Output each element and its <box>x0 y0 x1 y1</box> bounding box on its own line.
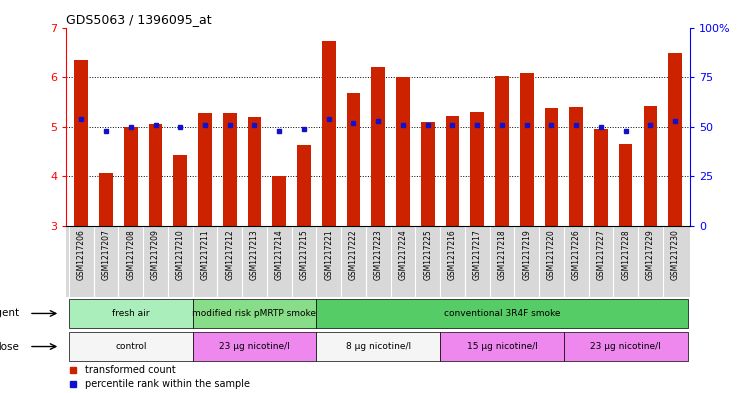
Text: GSM1217229: GSM1217229 <box>646 230 655 280</box>
Bar <box>322 41 336 226</box>
Bar <box>619 144 632 226</box>
Bar <box>69 332 193 362</box>
Text: 15 μg nicotine/l: 15 μg nicotine/l <box>466 342 537 351</box>
Text: GSM1217210: GSM1217210 <box>176 230 184 280</box>
Bar <box>69 299 193 328</box>
Text: GSM1217208: GSM1217208 <box>126 230 135 280</box>
Text: GSM1217209: GSM1217209 <box>151 230 160 281</box>
Text: GSM1217213: GSM1217213 <box>250 230 259 280</box>
Bar <box>545 108 558 226</box>
Bar <box>317 332 440 362</box>
Bar <box>421 122 435 226</box>
Bar <box>594 129 608 226</box>
Text: 23 μg nicotine/l: 23 μg nicotine/l <box>590 342 661 351</box>
Bar <box>124 127 137 226</box>
Text: GSM1217222: GSM1217222 <box>349 230 358 280</box>
Bar <box>199 113 212 226</box>
Bar <box>317 299 688 328</box>
Text: GSM1217211: GSM1217211 <box>201 230 210 280</box>
Text: modified risk pMRTP smoke: modified risk pMRTP smoke <box>193 309 317 318</box>
Text: GSM1217217: GSM1217217 <box>473 230 482 280</box>
Text: GSM1217214: GSM1217214 <box>275 230 283 280</box>
Text: 8 μg nicotine/l: 8 μg nicotine/l <box>345 342 411 351</box>
Text: GSM1217219: GSM1217219 <box>523 230 531 280</box>
Bar <box>193 332 317 362</box>
Bar <box>669 53 682 226</box>
Text: GSM1217227: GSM1217227 <box>596 230 605 280</box>
Bar <box>570 107 583 226</box>
Bar <box>347 93 360 226</box>
Bar <box>396 77 410 226</box>
Text: GSM1217206: GSM1217206 <box>77 230 86 281</box>
Text: fresh air: fresh air <box>112 309 150 318</box>
Bar <box>564 332 688 362</box>
Text: GSM1217223: GSM1217223 <box>373 230 383 280</box>
Bar <box>470 112 484 226</box>
Bar <box>248 117 261 226</box>
Bar <box>297 145 311 226</box>
Text: GSM1217215: GSM1217215 <box>300 230 308 280</box>
Text: control: control <box>115 342 147 351</box>
Text: GSM1217216: GSM1217216 <box>448 230 457 280</box>
Bar <box>223 113 237 226</box>
Text: GSM1217207: GSM1217207 <box>102 230 111 281</box>
Text: percentile rank within the sample: percentile rank within the sample <box>85 379 250 389</box>
Text: GDS5063 / 1396095_at: GDS5063 / 1396095_at <box>66 13 212 26</box>
Bar <box>520 73 534 226</box>
Bar <box>99 173 113 226</box>
Text: GSM1217230: GSM1217230 <box>671 230 680 281</box>
Bar <box>371 67 385 226</box>
Bar <box>495 76 508 226</box>
Text: agent: agent <box>0 309 20 318</box>
Text: GSM1217221: GSM1217221 <box>324 230 334 280</box>
Bar <box>148 124 162 226</box>
Bar <box>193 299 317 328</box>
Text: GSM1217226: GSM1217226 <box>572 230 581 280</box>
Text: conventional 3R4F smoke: conventional 3R4F smoke <box>444 309 560 318</box>
Text: GSM1217220: GSM1217220 <box>547 230 556 280</box>
Text: GSM1217225: GSM1217225 <box>423 230 432 280</box>
Text: dose: dose <box>0 342 20 351</box>
Bar <box>446 116 459 226</box>
Bar <box>272 176 286 226</box>
Text: GSM1217224: GSM1217224 <box>399 230 407 280</box>
Text: GSM1217218: GSM1217218 <box>497 230 506 280</box>
Text: 23 μg nicotine/l: 23 μg nicotine/l <box>219 342 290 351</box>
Bar <box>75 60 88 226</box>
Text: GSM1217212: GSM1217212 <box>225 230 234 280</box>
Bar <box>644 106 658 226</box>
Bar <box>173 155 187 226</box>
Text: transformed count: transformed count <box>85 365 176 375</box>
Bar <box>440 332 564 362</box>
Text: GSM1217228: GSM1217228 <box>621 230 630 280</box>
